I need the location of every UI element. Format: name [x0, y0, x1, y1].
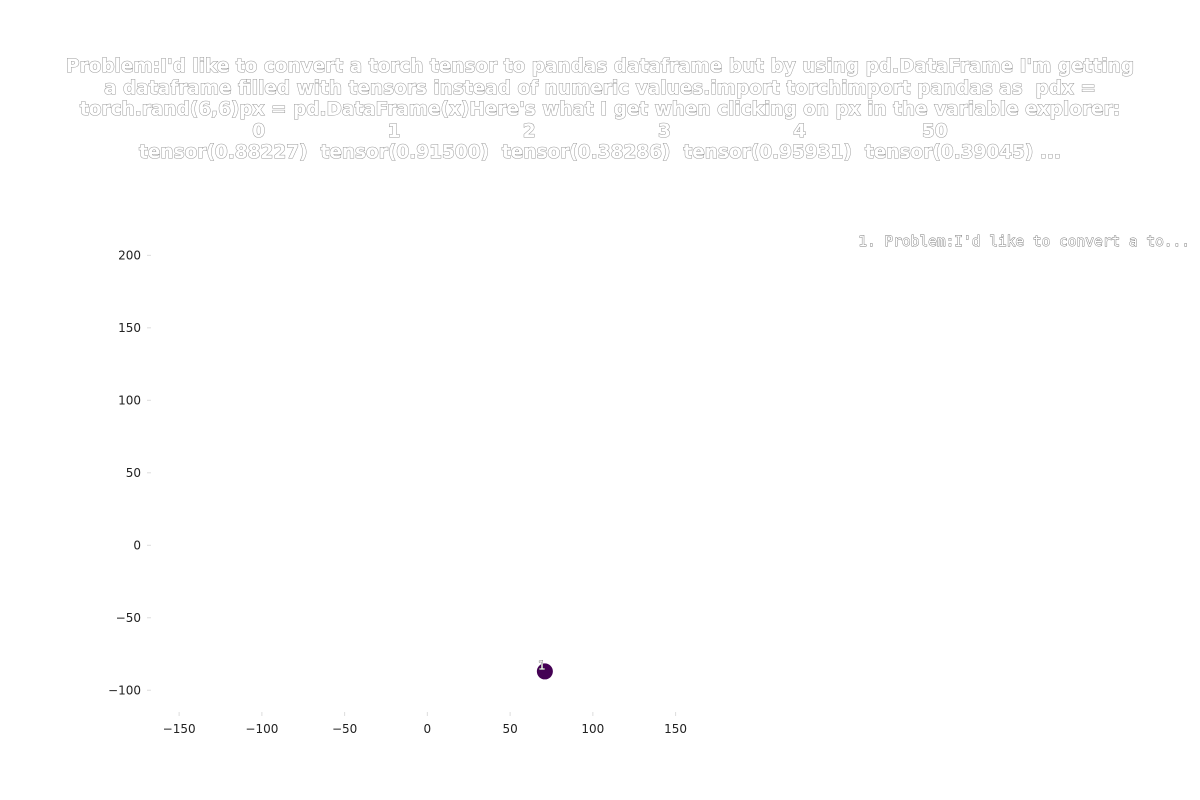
- y-tick-label: −100: [108, 683, 141, 697]
- y-tick-label: 100: [118, 393, 141, 407]
- x-tick-label: −150: [163, 722, 196, 736]
- y-tick-label: 200: [118, 248, 141, 262]
- chart-title-line-3: torch.rand(6,6)px = pd.DataFrame(x)Here'…: [79, 99, 1121, 121]
- y-tick-label: −50: [116, 611, 141, 625]
- x-tick-label: 150: [664, 722, 687, 736]
- x-tick-label: 100: [581, 722, 604, 736]
- y-tick-label: 150: [118, 321, 141, 335]
- scatter-point: [536, 663, 553, 680]
- x-tick-label: 50: [502, 722, 517, 736]
- chart-title-line-2: a dataframe filled with tensors instead …: [104, 77, 1097, 99]
- point-label: 1: [538, 658, 546, 672]
- chart-title-line-5: tensor(0.88227) tensor(0.91500) tensor(0…: [139, 142, 1062, 164]
- legend-entry: 1. Problem:I'd like to convert a to...: [858, 234, 1190, 250]
- x-tick-label: 0: [424, 722, 432, 736]
- x-tick-label: −50: [332, 722, 357, 736]
- x-tick-label: −100: [245, 722, 278, 736]
- chart-title-line-4: 0 1 2 3 4 50: [252, 120, 949, 142]
- x-axis-ticks: −150 −100 −50 0 50 100 150: [163, 712, 687, 736]
- chart-title: Problem:I'd like to convert a torch tens…: [20, 56, 1180, 164]
- y-axis-ticks: −100 −50 0 50 100 150 200: [108, 248, 151, 697]
- chart-title-line-1: Problem:I'd like to convert a torch tens…: [65, 56, 1135, 78]
- y-tick-label: 0: [133, 538, 141, 552]
- data-points: 1: [536, 658, 553, 680]
- y-tick-label: 50: [126, 466, 141, 480]
